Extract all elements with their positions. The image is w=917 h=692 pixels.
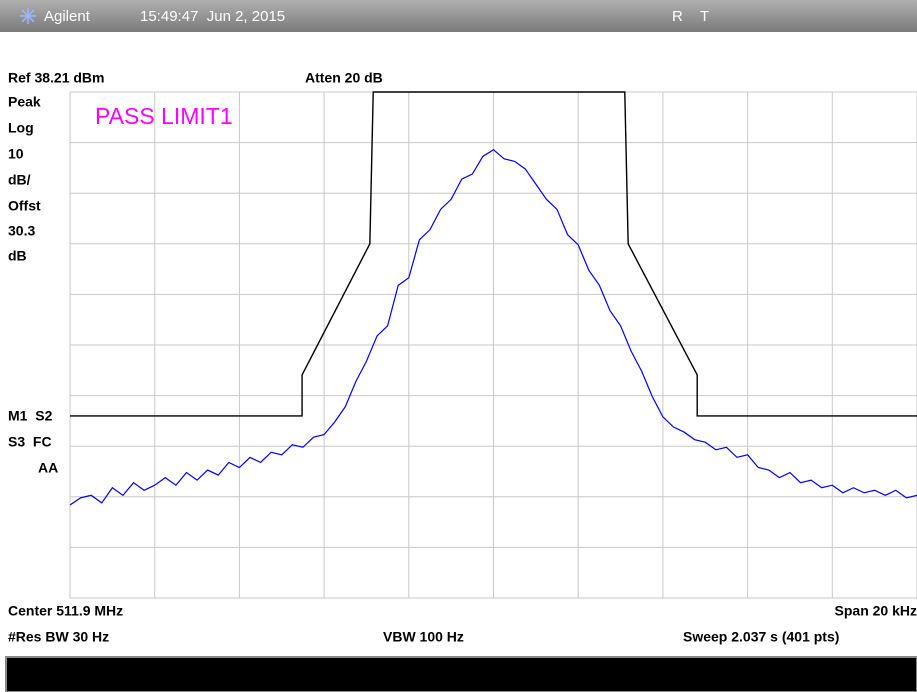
- center-frequency: Center 511.9 MHz: [8, 603, 123, 619]
- marker-label: M1 S2: [8, 408, 53, 424]
- span: Span 20 kHz: [835, 603, 917, 619]
- scale-label: 30.3: [8, 223, 35, 239]
- scale-label: 10: [8, 146, 24, 162]
- limit-line: [70, 91, 917, 417]
- header-bar: [0, 0, 917, 32]
- attenuation: Atten 20 dB: [305, 70, 383, 86]
- scale-label: dB/: [8, 172, 31, 188]
- ref-level: Ref 38.21 dBm: [8, 70, 104, 86]
- logo: [20, 8, 36, 24]
- vbw: VBW 100 Hz: [383, 629, 464, 645]
- marker-label: AA: [38, 460, 58, 476]
- marker-label: S3 FC: [8, 434, 52, 450]
- status-bar: [5, 656, 917, 692]
- limit-status: PASS LIMIT1: [95, 103, 233, 129]
- scale-label: dB: [8, 248, 27, 264]
- left-labels: Peak Log 10 dB/Offst 30.3 dB M1 S2 S3 FC AA: [8, 94, 58, 476]
- flag: R: [672, 8, 683, 25]
- sweep: Sweep 2.037 s (401 pts): [683, 629, 839, 645]
- res-bw: #Res BW 30 Hz: [8, 629, 109, 645]
- flag: T: [700, 8, 709, 25]
- datetime: 15:49:47 Jun 2, 2015: [140, 8, 285, 25]
- scale-label: Offst: [8, 198, 41, 214]
- trace: [69, 148, 917, 506]
- grid: [70, 92, 917, 598]
- scale-label: Log: [8, 120, 34, 136]
- brand: Agilent: [44, 8, 91, 25]
- traces: [69, 91, 917, 506]
- scale-label: Peak: [8, 94, 41, 110]
